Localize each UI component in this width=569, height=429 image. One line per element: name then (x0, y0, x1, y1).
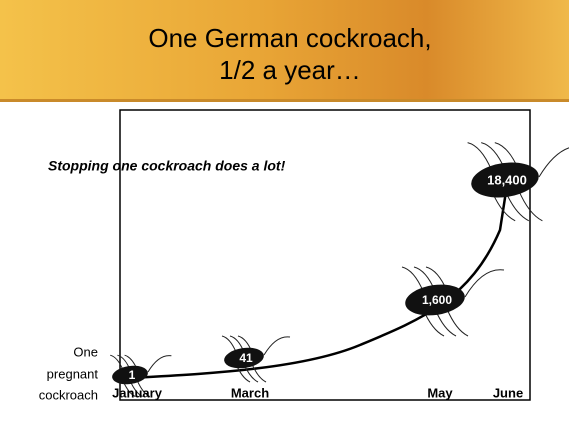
start-label: cockroach (39, 387, 98, 402)
roach-antenna (148, 356, 171, 372)
slide: One German cockroach, 1/2 a year… Stoppi… (0, 0, 569, 429)
month-label: June (493, 385, 523, 400)
month-label: January (112, 385, 163, 400)
roach-antenna (539, 146, 569, 177)
slide-canvas: One German cockroach, 1/2 a year… Stoppi… (0, 0, 569, 429)
growth-curve (130, 185, 507, 378)
count-label: 18,400 (487, 172, 527, 187)
roach-leg (222, 336, 236, 352)
roach-leg (468, 143, 492, 170)
count-label: 41 (239, 351, 253, 365)
note: Stopping one cockroach does a lot! (48, 158, 286, 174)
title-line: One German cockroach, (148, 23, 431, 53)
roach-antenna (264, 337, 290, 355)
header-rule (0, 99, 569, 102)
roach-leg (402, 267, 423, 291)
month-label: May (427, 385, 453, 400)
title-line: 1/2 a year… (219, 55, 361, 85)
month-label: March (231, 385, 269, 400)
count-label: 1 (129, 368, 136, 382)
count-label: 1,600 (422, 293, 452, 307)
roach-antenna (465, 270, 504, 297)
start-label: pregnant (47, 366, 99, 381)
start-label: One (73, 344, 98, 359)
